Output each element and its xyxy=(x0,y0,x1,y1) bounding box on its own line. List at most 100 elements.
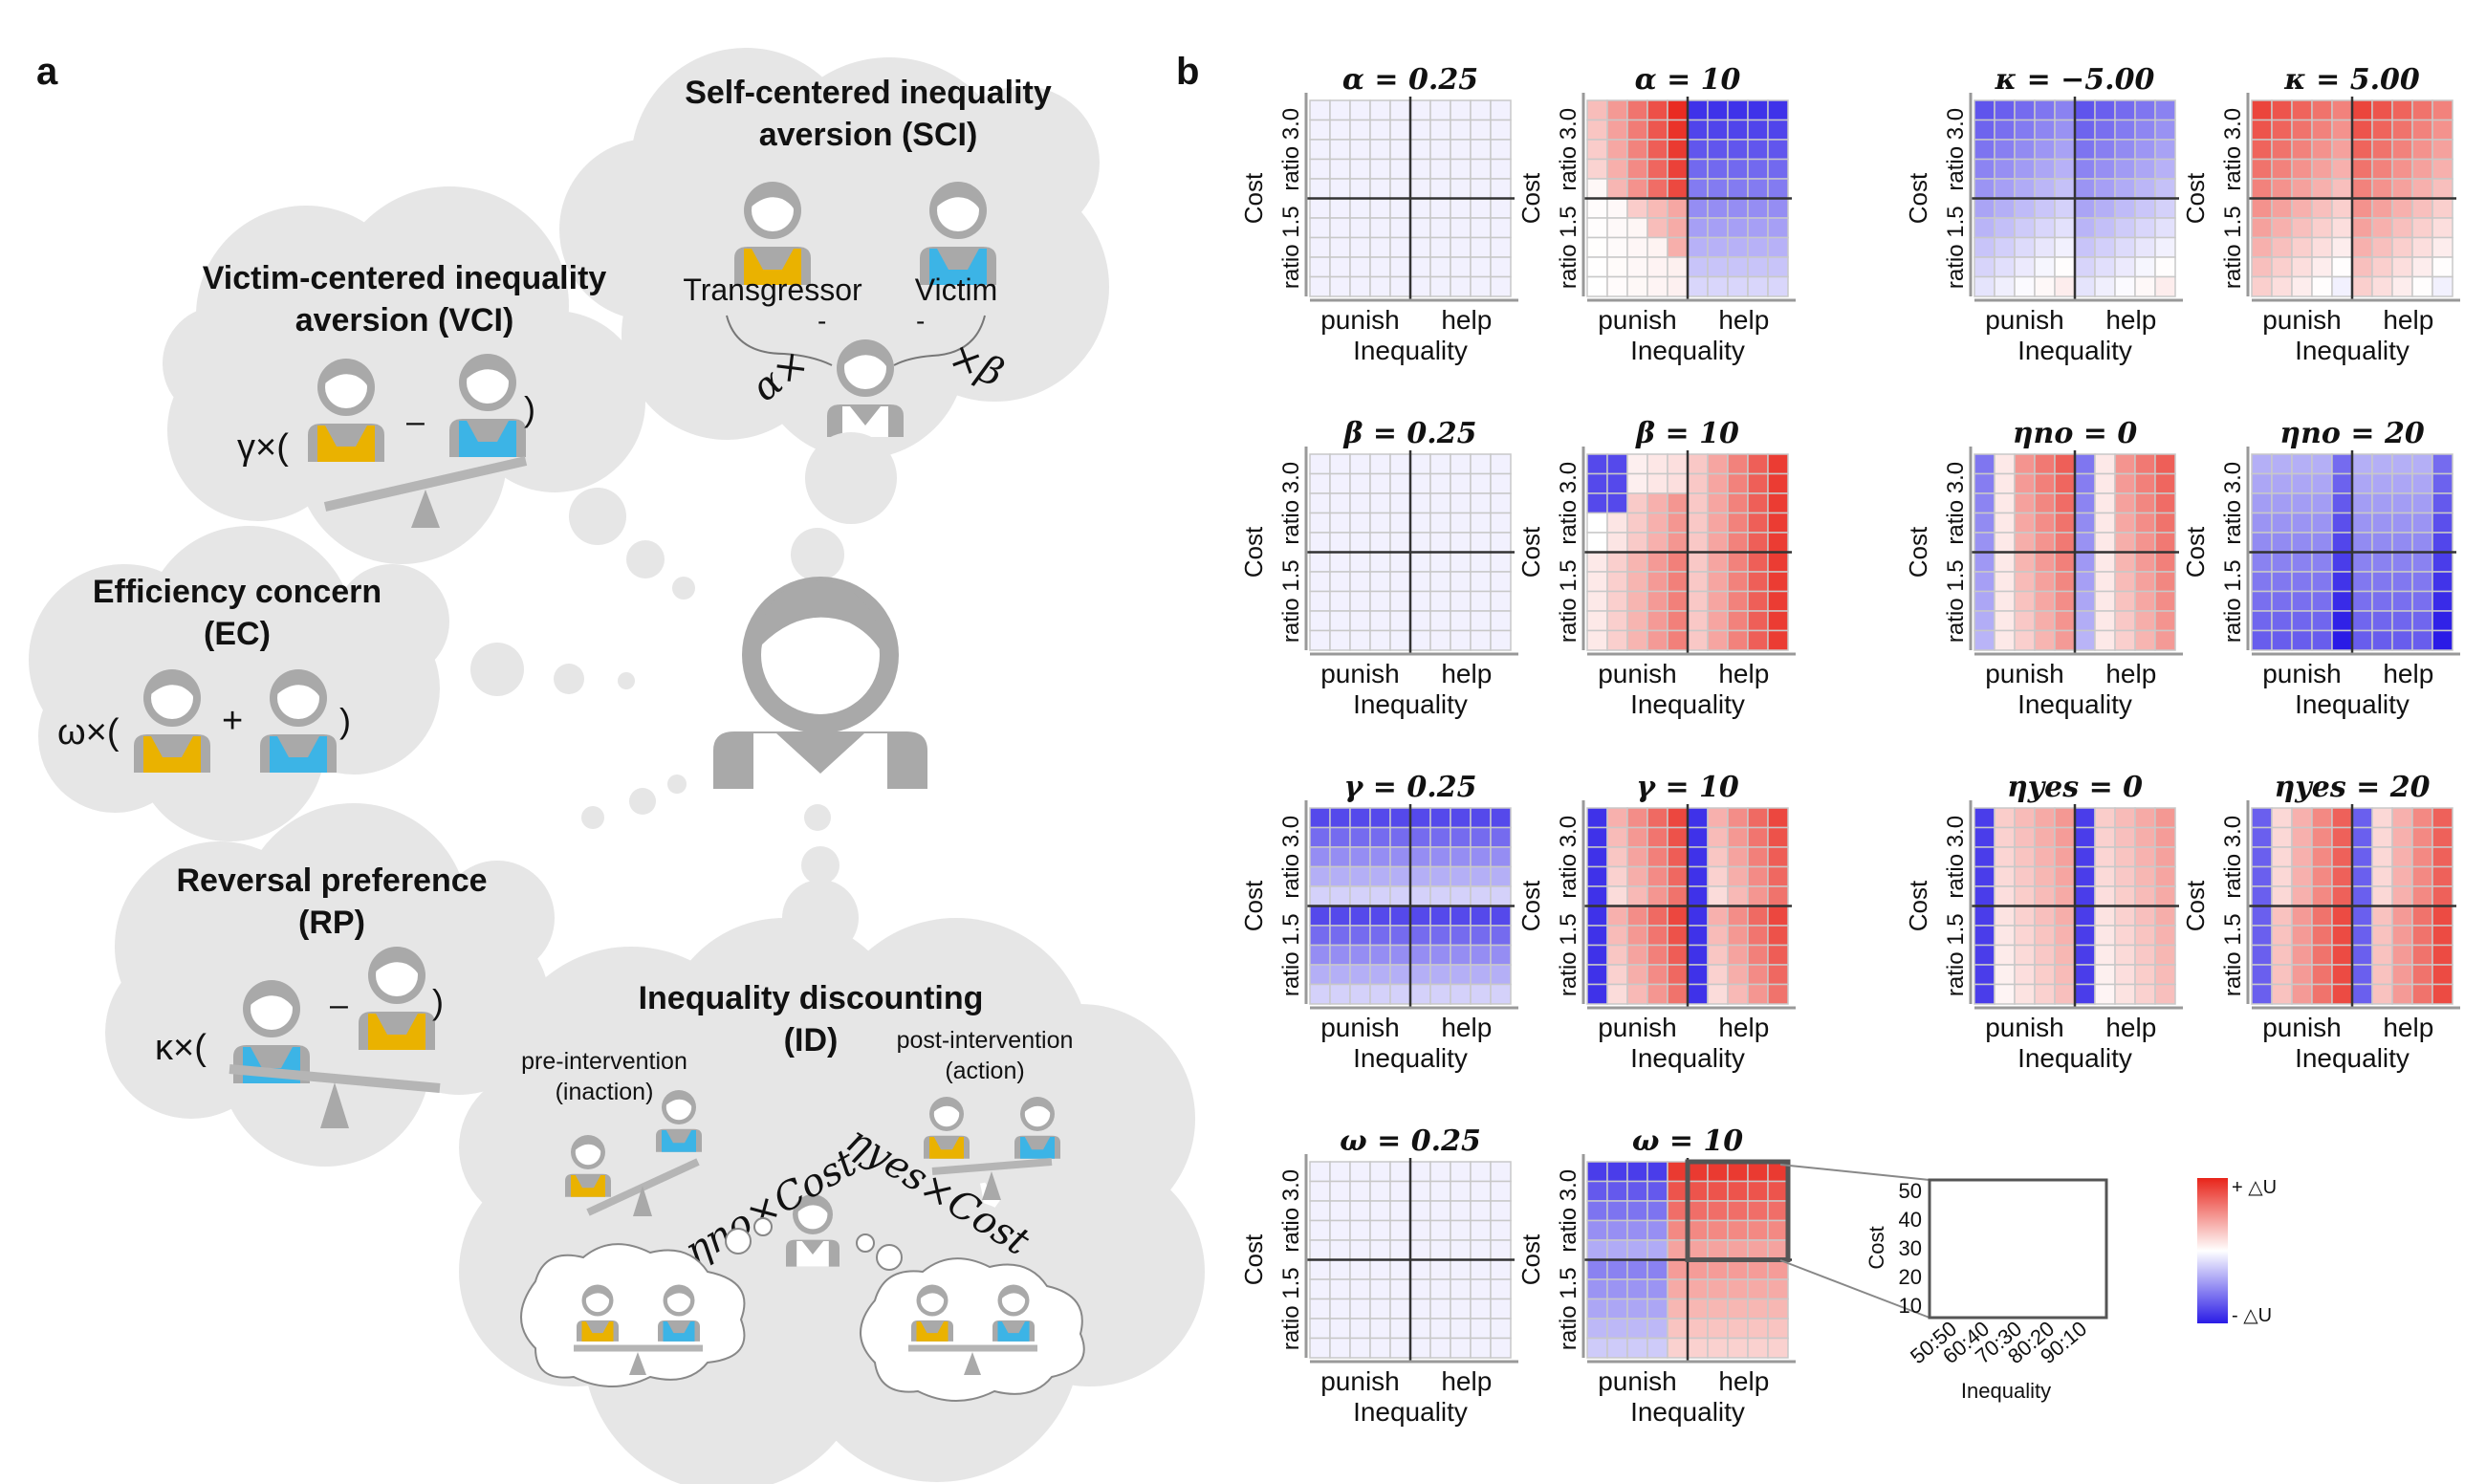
heatmap-cell xyxy=(1490,944,1512,966)
heatmap-cell xyxy=(1994,217,2016,239)
heatmap-cell xyxy=(1389,119,1411,141)
heatmap-cell xyxy=(1994,610,2016,632)
heatmap-cell xyxy=(1747,1239,1769,1261)
heatmap-cell xyxy=(1490,925,1512,947)
inset-ytick-0: 50 xyxy=(1899,1179,1922,1203)
heatmap-cell xyxy=(1974,905,1995,927)
heatmap-cell xyxy=(1767,1337,1789,1359)
heatmap-cell xyxy=(1450,1180,1472,1202)
heatmap-cell xyxy=(1329,532,1351,554)
heatmap-cell xyxy=(1687,571,1709,593)
heatmap-cell xyxy=(1626,826,1648,848)
heatmap-cell xyxy=(1586,197,1608,219)
heatmap-title-6: ηno = 0 xyxy=(2013,417,2138,450)
heatmap-cell xyxy=(2351,158,2373,180)
heatmap-cell xyxy=(2251,865,2273,887)
sci-brace-right xyxy=(893,315,986,366)
heatmap-cell xyxy=(2311,944,2333,966)
heatmap-cell xyxy=(1409,826,1431,848)
heatmap-cell xyxy=(1329,1278,1351,1300)
heatmap-cell xyxy=(2411,119,2433,141)
heatmap-cell xyxy=(2411,590,2433,612)
heatmap-cell xyxy=(1450,139,1472,161)
heatmap-cell xyxy=(1409,1278,1431,1300)
heatmap-cell xyxy=(1767,1200,1789,1222)
heatmap-cell xyxy=(2271,925,2293,947)
heatmap-cell xyxy=(1626,197,1648,219)
heatmap-cell xyxy=(2134,472,2156,494)
heatmap-cell xyxy=(1369,1318,1391,1340)
heatmap-cell xyxy=(2054,551,2076,573)
heatmap-cell xyxy=(2431,846,2453,868)
heatmap-cell xyxy=(2251,590,2273,612)
heatmap-cell xyxy=(1369,275,1391,297)
heatmap-cell xyxy=(1389,453,1411,475)
heatmap-cell xyxy=(1606,158,1628,180)
heatmap-cell xyxy=(1409,492,1431,514)
heatmap-cell xyxy=(1667,139,1689,161)
heatmap-cell xyxy=(2271,275,2293,297)
heatmap-title-2: κ = −5.00 xyxy=(1995,63,2155,97)
heatmap-cell xyxy=(1586,1161,1608,1183)
heatmap-cell xyxy=(2034,905,2056,927)
heatmap-cell xyxy=(1727,590,1749,612)
heatmap-cell xyxy=(1490,99,1512,121)
heatmap-cell xyxy=(2074,826,2096,848)
heatmap-cell xyxy=(2351,885,2373,907)
heatmap-cell xyxy=(1450,925,1472,947)
heatmap-cell xyxy=(2271,453,2293,475)
heatmap-cell xyxy=(2351,846,2373,868)
heatmap-cell xyxy=(2014,629,2036,651)
heatmap-cell xyxy=(1646,119,1668,141)
heatmap-cell xyxy=(2411,492,2433,514)
heatmap-cell xyxy=(1586,807,1608,829)
heatmap-cell xyxy=(2271,139,2293,161)
heatmap-cell xyxy=(1707,158,1729,180)
heatmap-cell xyxy=(2094,197,2116,219)
heatmap-cell xyxy=(1409,944,1431,966)
heatmap-ylabel-bottom: ratio 1.5 xyxy=(1556,1267,1581,1350)
heatmap-cell xyxy=(1369,1161,1391,1183)
heatmap-cell xyxy=(1667,865,1689,887)
heatmap-cell xyxy=(1389,236,1411,258)
heatmap-cell xyxy=(2331,610,2353,632)
heatmap-ylabel-top: ratio 3.0 xyxy=(1556,108,1581,191)
heatmap-cell xyxy=(2291,571,2313,593)
heatmap-cell xyxy=(1707,826,1729,848)
sci-minus-right: - xyxy=(916,306,925,336)
heatmap-cell xyxy=(1349,1337,1371,1359)
heatmap-cell xyxy=(1409,532,1431,554)
heatmap-cell xyxy=(2331,826,2353,848)
heatmap-cell xyxy=(1389,139,1411,161)
heatmap-cell xyxy=(1626,1258,1648,1280)
heatmap-cell xyxy=(2411,846,2433,868)
heatmap-cell xyxy=(1586,1200,1608,1222)
heatmap-cell xyxy=(2154,139,2176,161)
heatmap-cell xyxy=(2114,865,2136,887)
heatmap-cell xyxy=(1994,571,2016,593)
heatmap-cell xyxy=(1994,158,2016,180)
heatmap-cell xyxy=(1586,983,1608,1005)
heatmap-cell xyxy=(1667,1298,1689,1320)
heatmap-cell xyxy=(1667,275,1689,297)
heatmap-cell xyxy=(1349,492,1371,514)
heatmap-cell xyxy=(1687,885,1709,907)
heatmap-cell xyxy=(2391,826,2413,848)
heatmap-cell xyxy=(2154,256,2176,278)
heatmap-cell xyxy=(2411,905,2433,927)
heatmap-cell xyxy=(1369,1239,1391,1261)
heatmap-cell xyxy=(1329,1337,1351,1359)
heatmap-cell xyxy=(1309,807,1331,829)
heatmap-cell xyxy=(1470,119,1492,141)
heatmap-cell xyxy=(1626,1278,1648,1300)
heatmap-cell xyxy=(2054,571,2076,593)
heatmap-cell xyxy=(2431,217,2453,239)
heatmap-cell xyxy=(1747,964,1769,986)
heatmap-cell xyxy=(1369,925,1391,947)
heatmap-cell xyxy=(1646,807,1668,829)
heatmap-cell xyxy=(1667,256,1689,278)
heatmap-cell xyxy=(1470,983,1492,1005)
heatmap-cell xyxy=(1727,571,1749,593)
heatmap-cell xyxy=(2154,629,2176,651)
heatmap-cell xyxy=(1707,983,1729,1005)
